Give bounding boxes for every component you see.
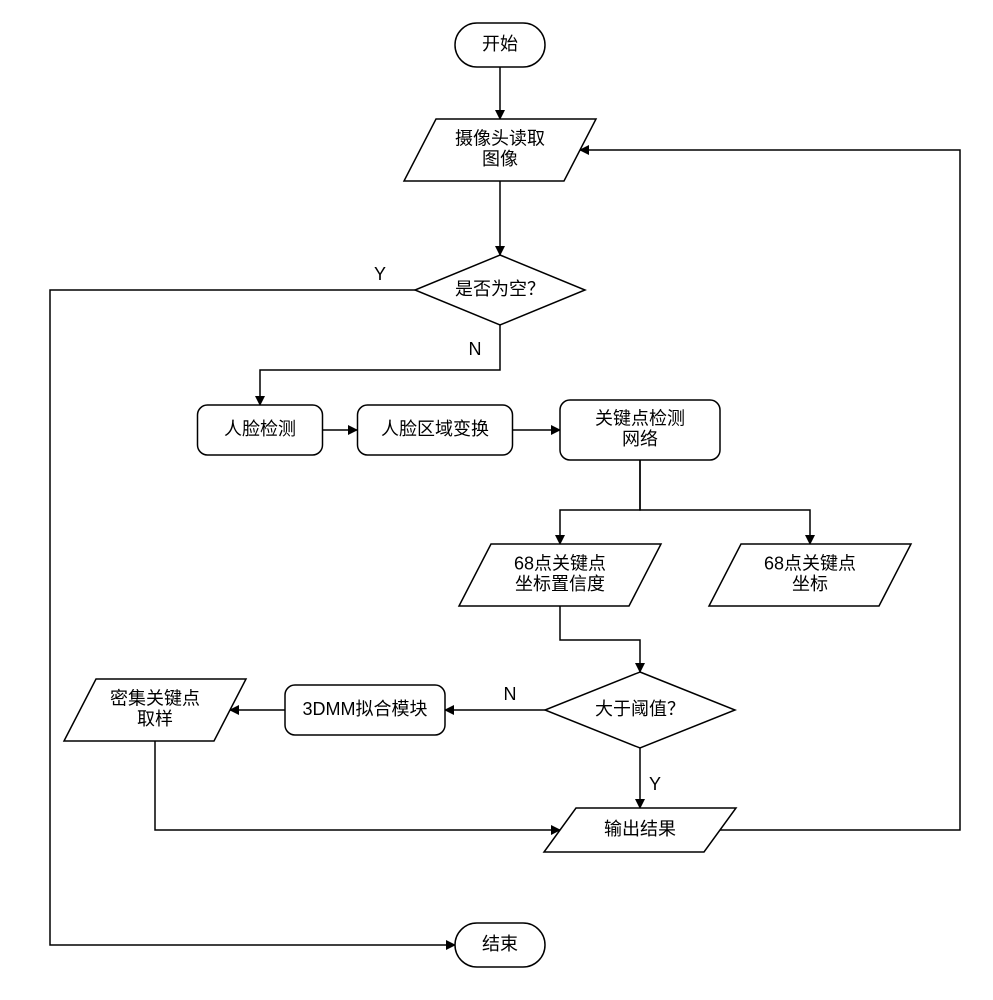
node-label-start: 开始 <box>482 34 518 54</box>
node-label-face: 人脸检测 <box>224 419 296 439</box>
node-label-end: 结束 <box>482 934 518 954</box>
node-label-read: 图像 <box>482 149 518 169</box>
node-label-dmm: 3DMM拟合模块 <box>303 699 428 719</box>
node-label-conf: 坐标置信度 <box>515 574 605 594</box>
edge <box>640 460 810 544</box>
edge-label: N <box>504 684 517 704</box>
node-label-kpnet: 网络 <box>622 429 658 449</box>
edge <box>50 290 455 945</box>
node-label-thresh: 大于阈值？ <box>595 699 685 719</box>
node-label-coords: 坐标 <box>792 574 828 594</box>
node-label-dense: 取样 <box>137 709 173 729</box>
node-label-empty: 是否为空？ <box>455 279 545 299</box>
node-label-trans: 人脸区域变换 <box>381 419 489 439</box>
node-label-read: 摄像头读取 <box>455 128 545 148</box>
node-label-conf: 68点关键点 <box>514 553 606 573</box>
node-label-coords: 68点关键点 <box>764 553 856 573</box>
node-label-output: 输出结果 <box>604 819 676 839</box>
edge <box>155 741 560 830</box>
edge <box>560 606 640 672</box>
edge <box>260 325 500 405</box>
edge-label: Y <box>649 774 661 794</box>
flowchart-canvas: N Y N Y 开始摄像头读取图像是否为空？ 人脸检测 人脸区域变换 关键点检测网络 68点关键… <box>0 0 993 1000</box>
edge-label: N <box>469 339 482 359</box>
node-label-kpnet: 关键点检测 <box>595 408 685 428</box>
edge-label: Y <box>374 264 386 284</box>
edge <box>560 460 640 544</box>
node-label-dense: 密集关键点 <box>110 688 200 708</box>
